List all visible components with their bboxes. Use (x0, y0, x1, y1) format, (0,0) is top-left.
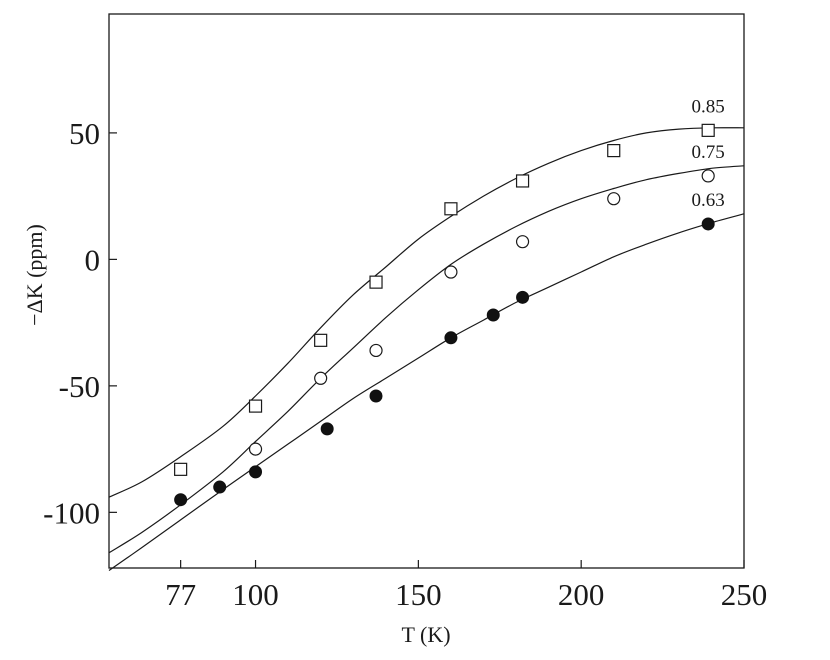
data-point-2-4 (369, 389, 383, 403)
y-tick-label-1: 0 (85, 242, 101, 277)
y-axis-label: −ΔK (ppm) (22, 224, 47, 326)
series-label-0: 0.85 (692, 96, 725, 117)
data-point-2-0 (174, 493, 188, 507)
data-point-0-0 (174, 462, 188, 476)
data-point-0-2 (314, 333, 328, 347)
x-tick-label-0: 77 (165, 577, 196, 612)
plot-frame (108, 13, 745, 569)
y-tick-label-3: -100 (43, 495, 100, 530)
data-point-1-0 (248, 442, 263, 456)
data-point-0-5 (515, 174, 530, 188)
series-label-1: 0.75 (692, 142, 725, 163)
data-point-0-1 (248, 399, 263, 413)
data-point-2-3 (320, 422, 334, 436)
data-point-2-5 (444, 331, 458, 345)
data-point-0-3 (369, 275, 383, 289)
data-point-1-6 (701, 169, 715, 183)
x-tick-label-3: 200 (558, 577, 605, 612)
series-labels: 0.85 0.75 0.63 (692, 96, 725, 211)
data-point-2-2 (249, 465, 263, 479)
data-point-0-4 (444, 202, 458, 216)
x-axis-ticks: 77 100 150 200 250 (165, 560, 767, 612)
data-point-1-2 (369, 343, 383, 358)
series-label-2: 0.63 (692, 190, 725, 211)
x-axis-label: T (K) (401, 622, 450, 647)
x-tick-label-4: 250 (721, 577, 768, 612)
data-point-2-1 (213, 480, 227, 494)
data-point-1-4 (515, 235, 530, 249)
data-point-0-6 (607, 144, 621, 158)
y-tick-label-2: -50 (59, 369, 100, 404)
data-point-2-8 (701, 217, 715, 231)
x-tick-label-1: 100 (232, 577, 279, 612)
data-markers (174, 123, 715, 507)
x-tick-label-2: 150 (395, 577, 442, 612)
data-point-2-7 (516, 290, 530, 304)
data-point-2-6 (486, 308, 500, 322)
fit-curve-2 (108, 213, 745, 571)
data-point-0-7 (701, 123, 715, 137)
fit-curve-1 (108, 165, 745, 554)
data-point-1-1 (314, 371, 328, 385)
fit-curve-0 (108, 127, 745, 498)
data-point-1-3 (444, 265, 458, 279)
data-point-1-5 (607, 192, 621, 206)
y-axis-ticks: 50 0 -50 -100 (43, 116, 117, 530)
fit-curves (108, 127, 745, 571)
y-tick-label-0: 50 (69, 116, 100, 151)
